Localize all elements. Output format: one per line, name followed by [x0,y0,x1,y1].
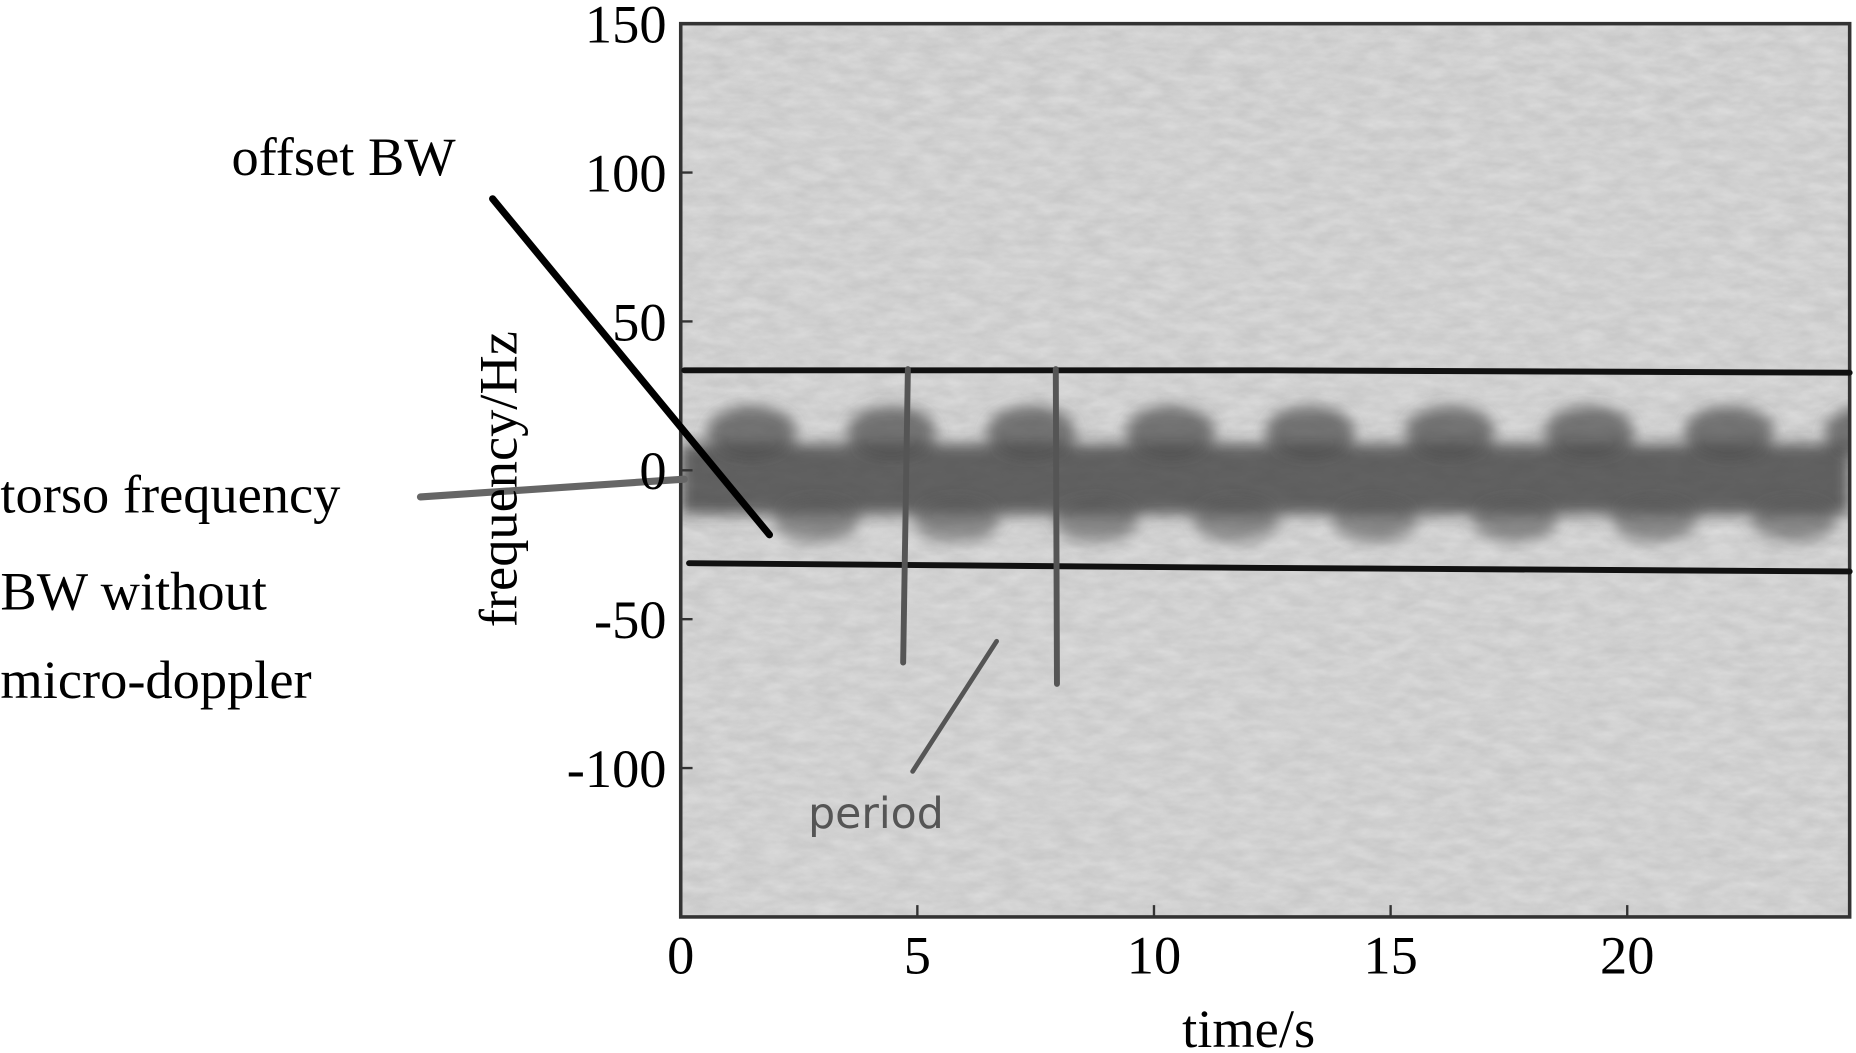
x-tick-label: 0 [667,926,694,986]
x-tick-label: 20 [1600,926,1654,986]
micro-doppler-lobe [1404,405,1495,458]
micro-doppler-lobe [1125,405,1216,458]
y-tick-label: -50 [594,590,667,650]
micro-doppler-lobe [1544,405,1635,458]
y-tick-label: -100 [567,739,667,799]
micro-doppler-lobe [1684,405,1774,458]
y-tick-label: 50 [612,292,666,352]
micro-doppler-lobe [1332,499,1418,542]
y-tick-label: 0 [639,441,666,501]
x-tick-label: 5 [904,926,931,986]
micro-doppler-lobe [985,405,1076,458]
annotation: BW without [0,561,267,621]
x-axis-label: time/s [1182,999,1315,1053]
micro-doppler-lobe [1472,499,1558,542]
annotation: micro-doppler [0,650,311,710]
y-tick-label: 150 [585,0,667,55]
micro-doppler-lobe [1053,499,1139,542]
micro-doppler-lobe [706,405,797,458]
micro-doppler-lobe [846,405,937,458]
micro-doppler-lobe [1611,499,1698,542]
annotation: offset BW [231,127,456,187]
y-tick-label: 100 [585,143,667,203]
annotation: period [808,789,944,839]
x-tick-label: 10 [1127,926,1181,986]
micro-doppler-lobe [774,499,860,542]
y-axis-label: frequency/Hz [468,331,528,627]
x-tick-label: 15 [1363,926,1417,986]
spectrogram-image [680,23,1850,917]
annotation: torso frequency [0,464,340,524]
micro-doppler-lobe [1751,499,1837,542]
micro-doppler-lobe [1265,405,1356,458]
micro-doppler-lobe [1823,408,1850,456]
annotation-lines [416,195,1853,774]
micro-doppler-lobe [1193,499,1279,542]
micro-doppler-lobe [913,499,999,542]
